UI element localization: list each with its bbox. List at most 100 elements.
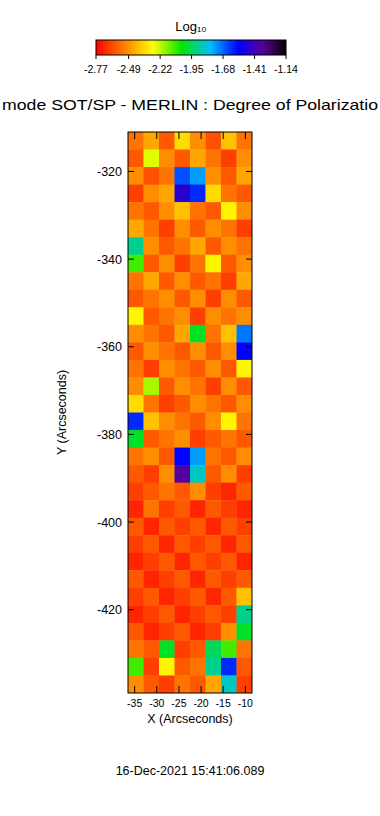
cell <box>144 290 160 308</box>
cell <box>237 290 253 308</box>
colorbar-tick <box>96 55 97 59</box>
cell <box>175 325 191 343</box>
cell <box>237 220 253 238</box>
cell <box>190 360 206 378</box>
cell <box>221 535 237 553</box>
cell <box>206 570 222 588</box>
cell <box>190 588 206 606</box>
cell <box>237 255 253 273</box>
cell <box>144 167 160 185</box>
cell <box>159 360 175 378</box>
cell <box>159 237 175 255</box>
cell <box>221 220 237 238</box>
cell <box>175 553 191 571</box>
cell <box>128 220 144 238</box>
cell <box>237 640 253 658</box>
cell <box>206 395 222 413</box>
cell <box>159 132 175 150</box>
cell <box>128 605 144 623</box>
cell <box>144 623 160 641</box>
cell <box>175 623 191 641</box>
cell <box>144 605 160 623</box>
y-tick <box>128 259 134 260</box>
cell <box>206 342 222 360</box>
cell <box>159 518 175 536</box>
cell <box>190 342 206 360</box>
cell <box>159 395 175 413</box>
cell <box>128 623 144 641</box>
cell <box>159 430 175 448</box>
cell <box>128 132 144 150</box>
colorbar-tick <box>191 55 192 59</box>
cell <box>190 255 206 273</box>
cell <box>159 553 175 571</box>
cell <box>206 483 222 501</box>
cell <box>190 623 206 641</box>
cell <box>221 640 237 658</box>
cell <box>237 605 253 623</box>
cell <box>144 307 160 325</box>
cell <box>128 202 144 220</box>
cell <box>206 290 222 308</box>
cell <box>206 132 222 150</box>
cell <box>206 255 222 273</box>
cell <box>221 377 237 395</box>
cell <box>221 395 237 413</box>
cell <box>144 640 160 658</box>
cell <box>221 290 237 308</box>
cell <box>128 167 144 185</box>
y-tick <box>128 171 134 172</box>
cell <box>144 553 160 571</box>
cell <box>237 132 253 150</box>
cell <box>175 675 191 693</box>
cell <box>206 518 222 536</box>
cell <box>128 483 144 501</box>
cell <box>206 360 222 378</box>
cell <box>128 535 144 553</box>
cell <box>159 675 175 693</box>
cell <box>190 448 206 466</box>
cell <box>206 272 222 290</box>
cell <box>237 658 253 676</box>
cell <box>206 185 222 203</box>
cell <box>159 483 175 501</box>
cell <box>190 395 206 413</box>
colorbar-tick-label: -1.41 <box>243 63 267 75</box>
cell <box>159 342 175 360</box>
y-tick <box>246 522 252 523</box>
cell <box>159 185 175 203</box>
cell <box>175 605 191 623</box>
cell <box>128 342 144 360</box>
x-tick <box>156 132 157 139</box>
cell <box>144 325 160 343</box>
cell <box>159 377 175 395</box>
cell <box>144 465 160 483</box>
cell <box>190 132 206 150</box>
cell <box>128 290 144 308</box>
cell <box>237 237 253 255</box>
cell <box>175 518 191 536</box>
y-tick <box>246 171 252 172</box>
cell <box>128 377 144 395</box>
cell <box>175 307 191 325</box>
cell <box>190 237 206 255</box>
colorbar-tick <box>128 55 129 59</box>
cell <box>237 150 253 168</box>
x-tick <box>223 686 224 693</box>
cell <box>206 605 222 623</box>
cell <box>190 150 206 168</box>
cell <box>159 605 175 623</box>
cell <box>190 413 206 431</box>
cell <box>144 518 160 536</box>
cell <box>190 675 206 693</box>
cell <box>206 377 222 395</box>
colorbar-tick-label: -2.77 <box>84 63 108 75</box>
cell <box>159 640 175 658</box>
cell <box>159 658 175 676</box>
y-tick-label: -340 <box>97 253 122 267</box>
cell <box>190 307 206 325</box>
y-axis-label: Y (Arcseconds) <box>55 370 69 455</box>
cell <box>206 465 222 483</box>
cell <box>175 413 191 431</box>
cell <box>175 132 191 150</box>
